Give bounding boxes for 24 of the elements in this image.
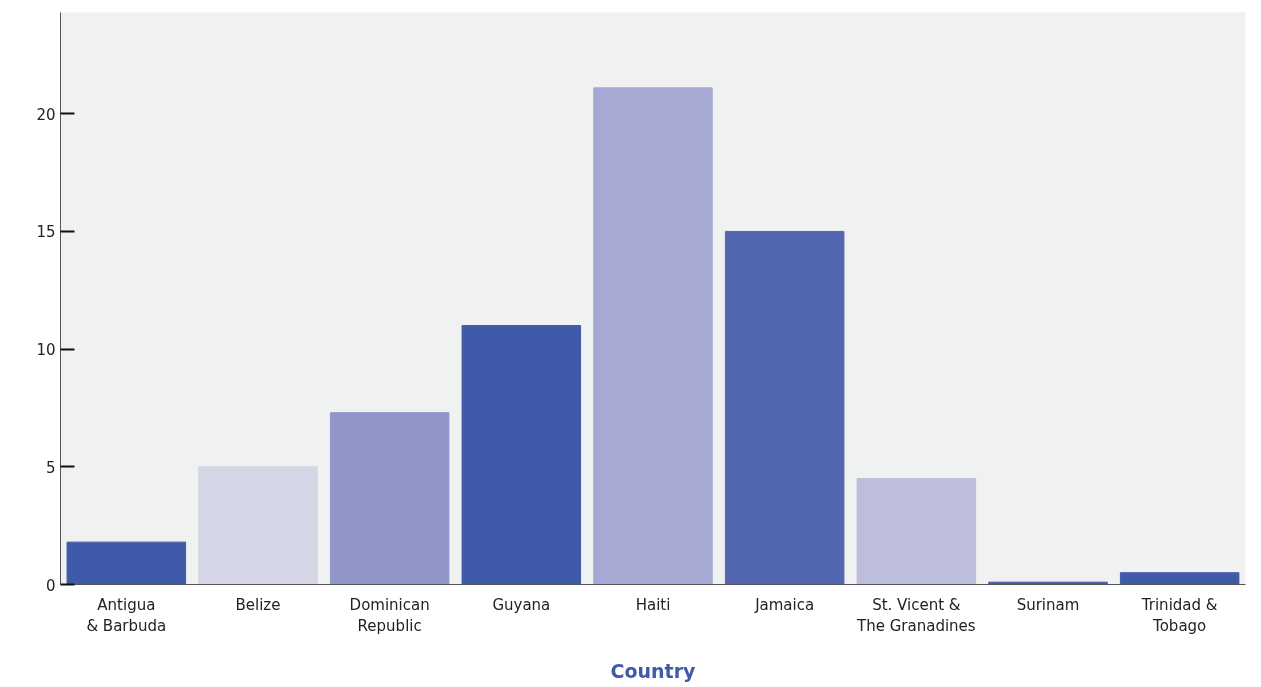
bar [329, 412, 450, 585]
x-tick-label: Jamaica [754, 595, 815, 614]
y-tick-label: 15 [36, 223, 56, 242]
bar [66, 541, 187, 585]
bar [198, 466, 318, 585]
bar [988, 581, 1108, 585]
x-tick-label: Belize [235, 595, 281, 614]
x-tick-label: St. Vicent & The Granadines [856, 595, 976, 636]
y-tick-label: 0 [45, 576, 56, 595]
x-axis-title: Country [610, 660, 697, 683]
bar [856, 478, 977, 585]
bar [593, 87, 713, 585]
bar [724, 230, 845, 585]
x-tick-label: Antigua & Barbuda [86, 595, 167, 636]
x-tick-label: Trinidad & Tobago [1140, 595, 1218, 636]
x-tick-label: Dominican Republic [349, 595, 430, 636]
x-tick-label: Guyana [492, 595, 551, 614]
x-tick-label: Haiti [635, 595, 671, 614]
bar [1119, 572, 1240, 585]
x-tick-label: Surinam [1016, 595, 1080, 614]
y-tick-label: 5 [45, 458, 56, 477]
bar [461, 325, 582, 585]
y-tick-label: 10 [36, 341, 56, 360]
y-tick-label: 20 [36, 105, 56, 124]
